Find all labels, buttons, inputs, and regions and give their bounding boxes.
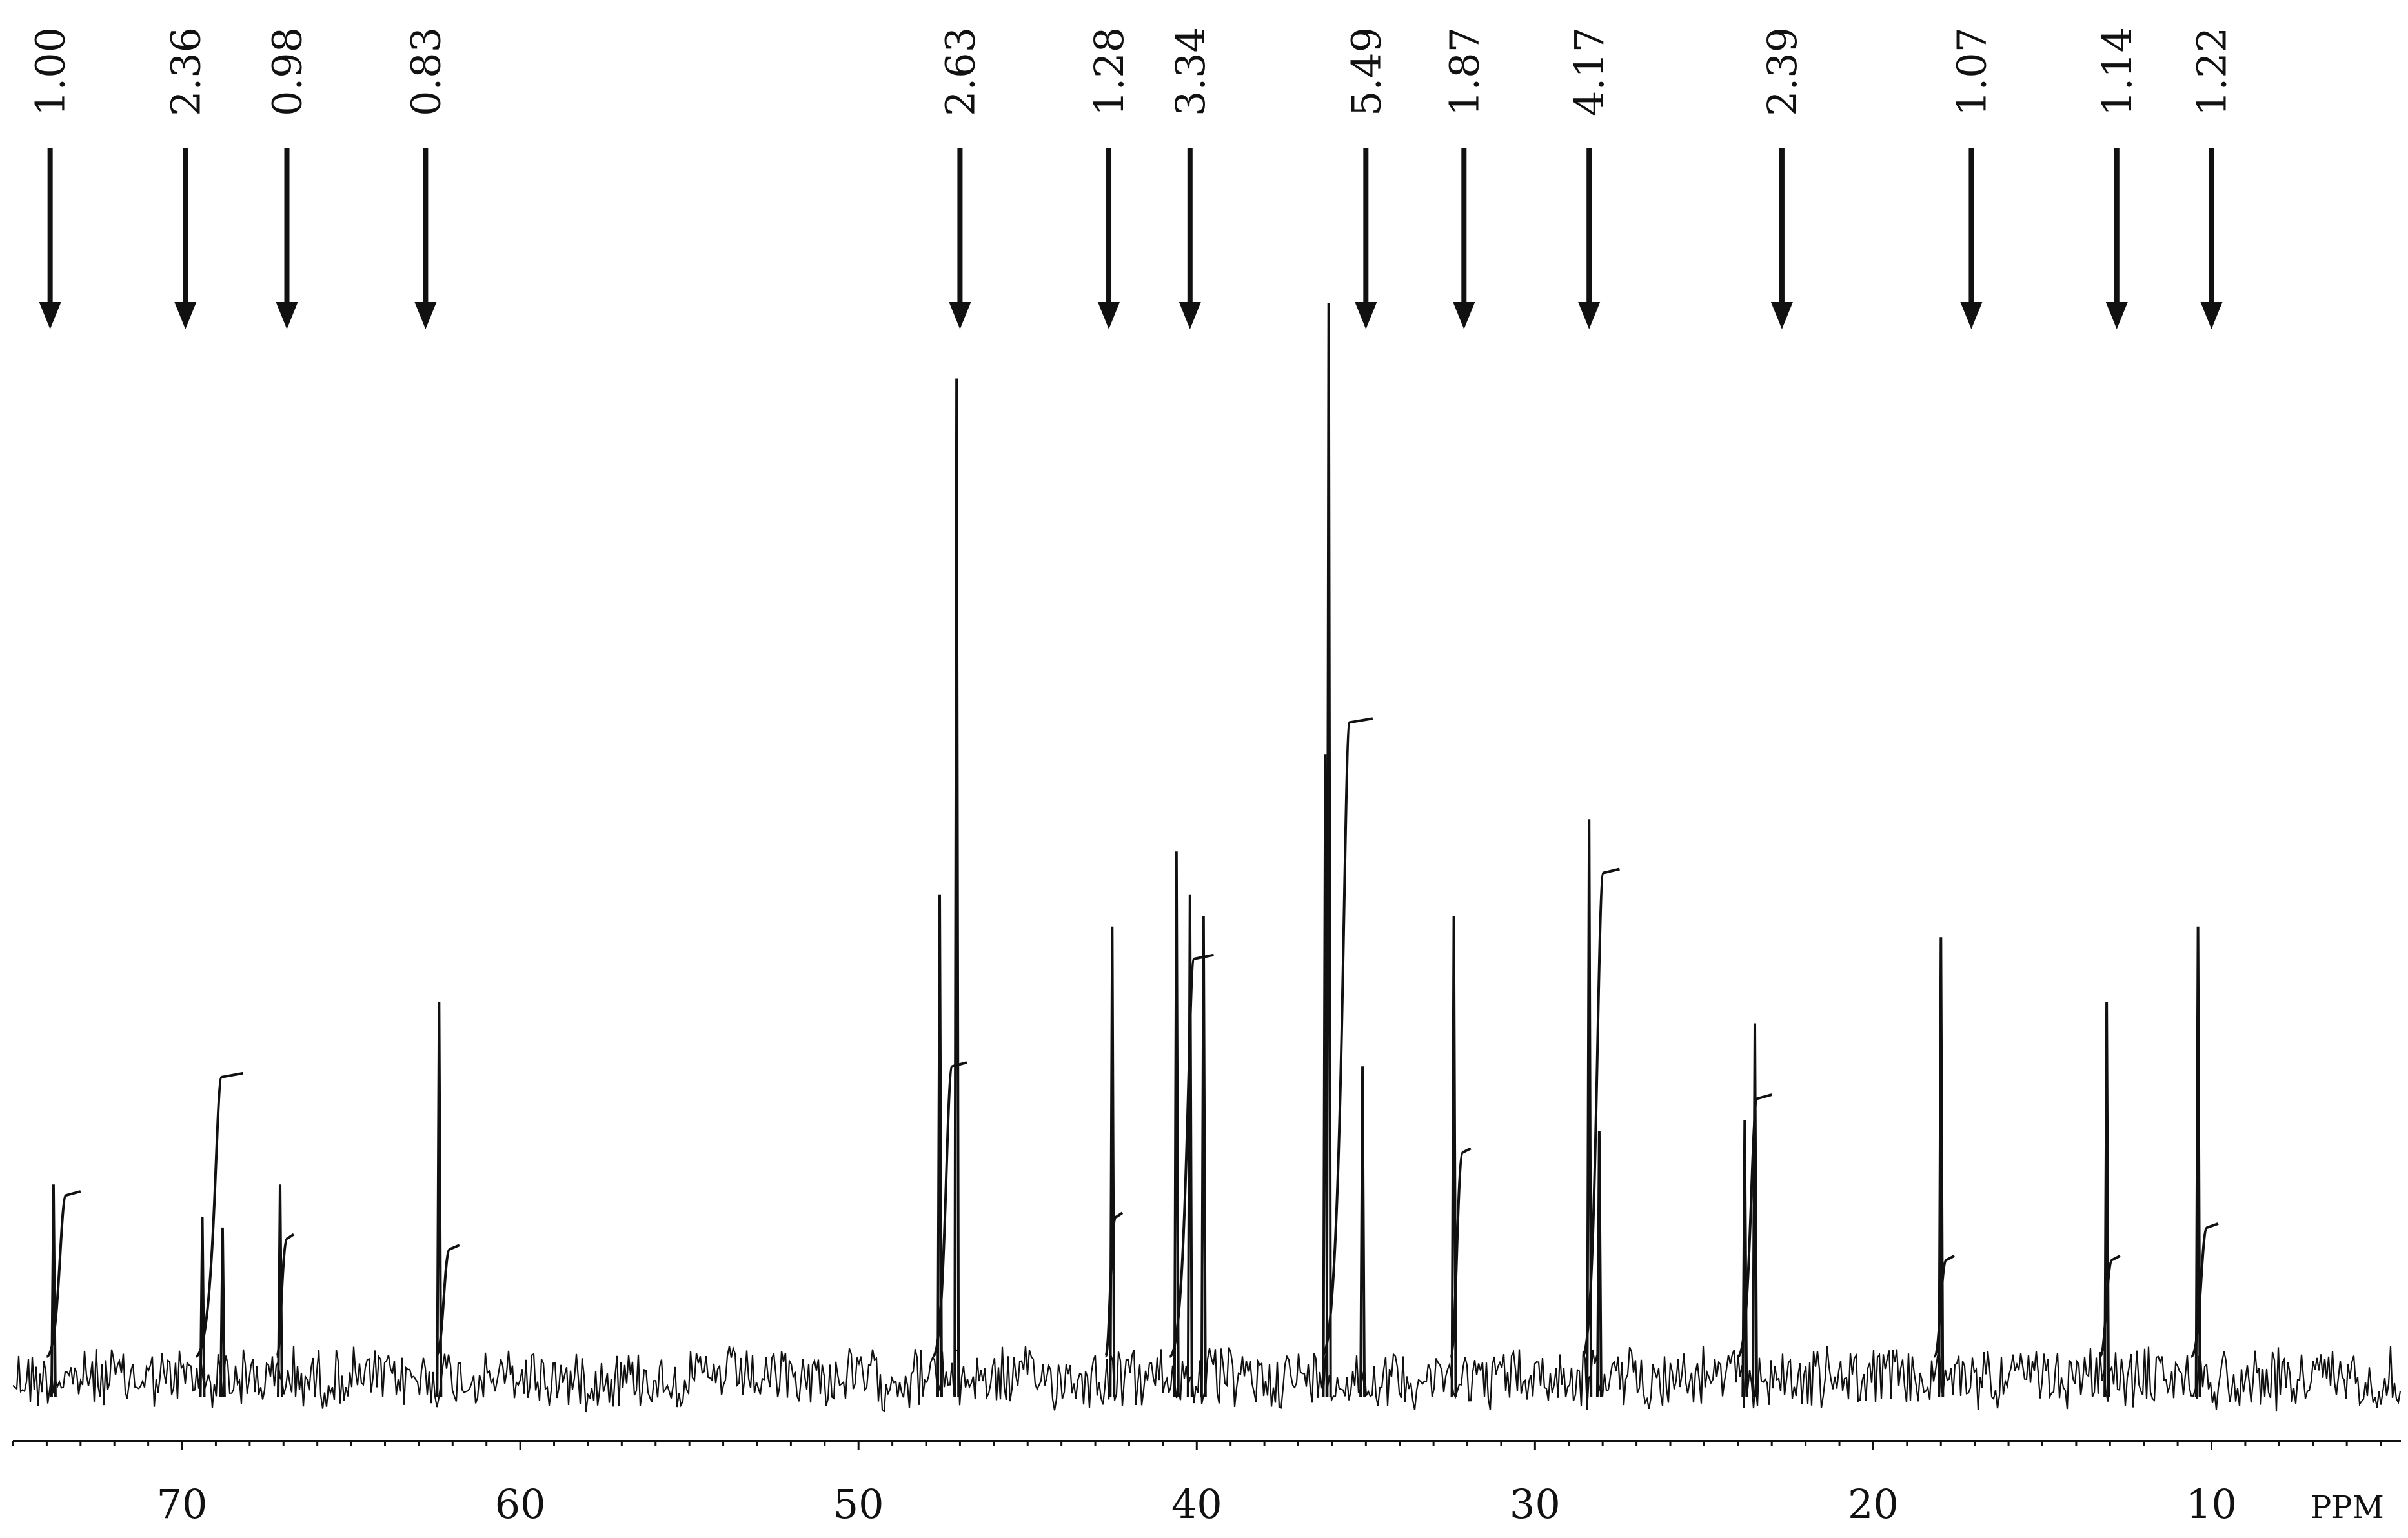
x-tick-label: 20 [1848,1481,1899,1528]
x-tick-label: 10 [2186,1481,2237,1528]
integral-curve-7 [1320,717,1373,1358]
integral-curve-11 [1932,1255,1956,1358]
integral-curve-9 [1581,867,1620,1358]
marker-arrow-head [1453,302,1475,329]
integral-curve-1 [194,1071,243,1358]
peak-7 [1109,926,1116,1398]
integral-curve-10 [1736,1093,1772,1358]
integration-marker-3: 0.83 [402,27,449,329]
marker-arrow-head [1578,302,1601,329]
marker-arrow-head [414,302,437,329]
integration-marker-6: 3.34 [1167,27,1214,329]
x-axis-unit-label: PPM [2311,1490,2384,1526]
integration-value-label: 4.17 [1566,27,1613,116]
peak-18 [1752,1023,1758,1398]
peak-13 [1359,1066,1366,1398]
peak-10 [1200,915,1207,1398]
marker-arrow-head [1960,302,1983,329]
integration-value-label: 2.63 [936,27,984,116]
marker-arrow-head [2200,302,2223,329]
integration-marker-2: 0.98 [264,27,311,329]
integration-marker-0: 1.00 [27,27,74,329]
integration-value-label: 0.83 [402,27,449,116]
integration-marker-11: 1.07 [1948,27,1995,329]
integral-curve-8 [1449,1147,1472,1358]
integral-curves-group [46,717,2219,1358]
integration-marker-12: 1.14 [2094,27,2141,329]
x-tick-label: 60 [495,1481,546,1528]
integration-value-label: 0.98 [264,27,311,116]
integration-marker-13: 1.22 [2189,27,2236,329]
marker-arrow-head [2105,302,2128,329]
marker-arrow-head [276,302,298,329]
integral-curve-2 [275,1233,295,1358]
integration-value-label: 1.87 [1441,27,1488,116]
peak-9 [1186,894,1193,1398]
integration-value-label: 1.28 [1086,27,1133,116]
integral-curve-13 [2190,1222,2219,1358]
integral-curve-3 [434,1244,460,1358]
peak-0 [50,1184,57,1398]
x-tick-label: 70 [157,1481,208,1528]
integration-value-label: 1.22 [2189,27,2236,116]
integration-value-label: 3.34 [1167,27,1214,116]
integration-value-label: 2.39 [1759,27,1806,116]
integration-value-label: 1.14 [2094,27,2141,116]
x-axis: 70 60 50 40 30 20 10 [12,1440,2401,1528]
integration-marker-1: 2.36 [162,27,209,329]
peak-5 [936,894,943,1398]
marker-arrow-head [1179,302,1201,329]
marker-arrow-head [1770,302,1793,329]
peak-14 [1450,915,1457,1398]
integral-curve-12 [2098,1255,2121,1358]
peak-21 [2194,926,2201,1398]
peak-19 [1938,937,1945,1398]
peak-12 [1325,303,1332,1398]
marker-arrow-head [949,302,971,329]
peak-15 [1586,819,1593,1398]
peaks-group [50,303,2201,1398]
integration-value-label: 1.00 [27,27,74,116]
x-tick-label: 40 [1171,1481,1222,1528]
marker-arrow-head [1098,302,1120,329]
x-tick-label: 30 [1510,1481,1561,1528]
peak-4 [436,1002,443,1398]
integration-marker-7: 5.49 [1342,27,1390,329]
integral-curve-4 [931,1061,967,1358]
integration-markers-group: 1.00 2.36 0.98 0.83 2.63 1.28 3.34 5.49 1.87 4.17… [27,27,2236,329]
integration-marker-4: 2.63 [936,27,984,329]
integration-value-label: 2.36 [162,27,209,116]
integration-marker-9: 4.17 [1566,27,1613,329]
peak-20 [2103,1002,2110,1398]
peak-8 [1173,851,1180,1398]
integration-value-label: 5.49 [1342,27,1390,116]
integral-curve-0 [46,1190,81,1358]
peak-17 [1741,1120,1748,1398]
integration-marker-10: 2.39 [1759,27,1806,329]
marker-arrow-head [1355,302,1377,329]
integral-curve-6 [1168,953,1214,1358]
x-tick-label: 50 [833,1481,884,1528]
marker-arrow-head [174,302,197,329]
peak-6 [953,378,960,1398]
marker-arrow-head [39,302,61,329]
integration-marker-5: 1.28 [1086,27,1133,329]
integration-value-label: 1.07 [1948,27,1995,116]
peak-2 [219,1227,226,1398]
integration-marker-8: 1.87 [1441,27,1488,329]
peak-16 [1595,1130,1603,1398]
integral-curve-5 [1104,1211,1124,1358]
